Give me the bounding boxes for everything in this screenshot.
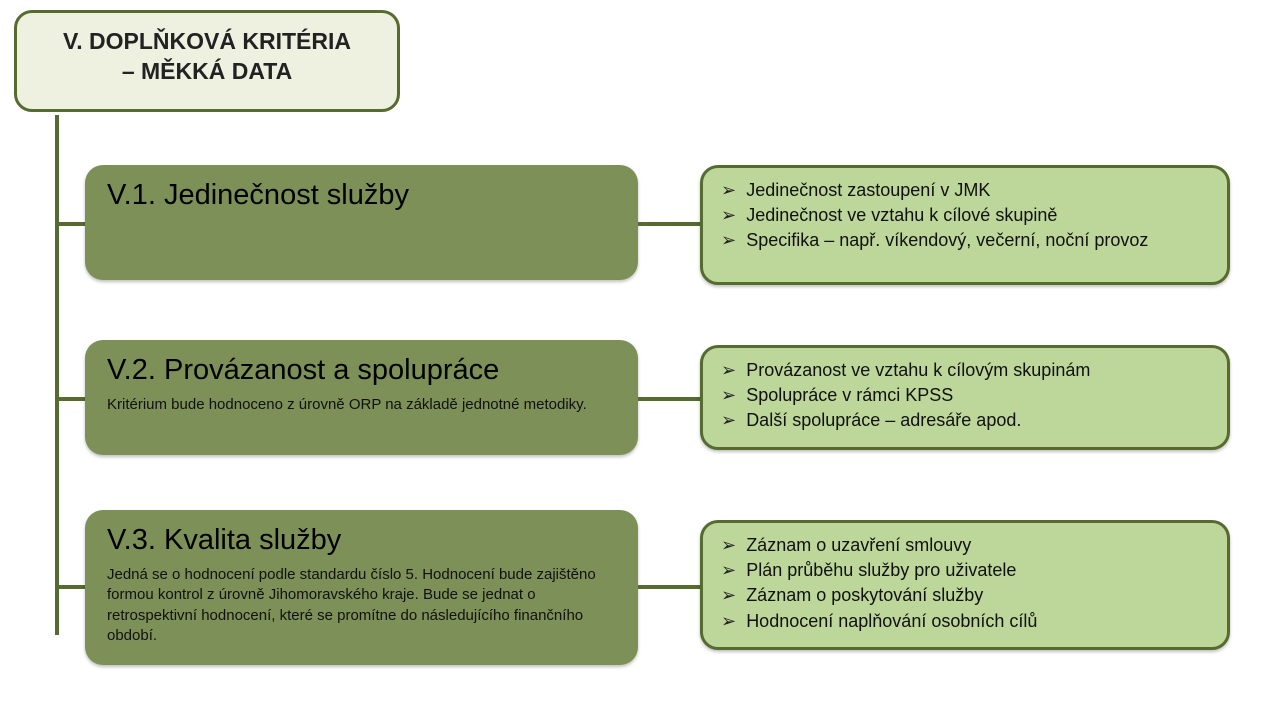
main-desc-v2: Kritérium bude hodnoceno z úrovně ORP na…: [107, 395, 616, 415]
main-box-v1: V.1. Jedinečnost služby: [85, 165, 638, 280]
branch-connector-v2: [55, 397, 85, 401]
mid-connector-v3: [638, 585, 700, 589]
detail-list-v3: Záznam o uzavření smlouvyPlán průběhu sl…: [721, 533, 1213, 634]
branch-connector-v3: [55, 585, 85, 589]
main-title-v3: V.3. Kvalita služby: [107, 524, 616, 557]
header-box: V. DOPLŇKOVÁ KRITÉRIA – MĚKKÁ DATA: [14, 10, 400, 112]
detail-item-v2-1: Spolupráce v rámci KPSS: [721, 383, 1213, 408]
main-desc-v3: Jedná se o hodnocení podle standardu čís…: [107, 565, 616, 646]
detail-item-v1-0: Jedinečnost zastoupení v JMK: [721, 178, 1213, 203]
header-line1: V. DOPLŇKOVÁ KRITÉRIA: [63, 28, 351, 54]
detail-item-v2-0: Provázanost ve vztahu k cílovým skupinám: [721, 358, 1213, 383]
branch-connector-v1: [55, 222, 85, 226]
mid-connector-v2: [638, 397, 700, 401]
detail-item-v3-0: Záznam o uzavření smlouvy: [721, 533, 1213, 558]
detail-item-v3-1: Plán průběhu služby pro uživatele: [721, 558, 1213, 583]
main-title-v2: V.2. Provázanost a spolupráce: [107, 354, 616, 387]
detail-box-v2: Provázanost ve vztahu k cílovým skupinám…: [700, 345, 1230, 450]
main-box-v2: V.2. Provázanost a spolupráce Kritérium b…: [85, 340, 638, 455]
detail-item-v3-3: Hodnocení naplňování osobních cílů: [721, 609, 1213, 634]
detail-item-v3-2: Záznam o poskytování služby: [721, 583, 1213, 608]
mid-connector-v1: [638, 222, 700, 226]
detail-item-v2-2: Další spolupráce – adresáře apod.: [721, 408, 1213, 433]
main-title-v1: V.1. Jedinečnost služby: [107, 179, 616, 212]
detail-box-v1: Jedinečnost zastoupení v JMKJedinečnost …: [700, 165, 1230, 285]
detail-item-v1-1: Jedinečnost ve vztahu k cílové skupině: [721, 203, 1213, 228]
detail-box-v3: Záznam o uzavření smlouvyPlán průběhu sl…: [700, 520, 1230, 650]
detail-list-v2: Provázanost ve vztahu k cílovým skupinám…: [721, 358, 1213, 434]
tree-trunk-connector: [55, 115, 59, 635]
detail-item-v1-2: Specifika – např. víkendový, večerní, no…: [721, 228, 1213, 253]
detail-list-v1: Jedinečnost zastoupení v JMKJedinečnost …: [721, 178, 1213, 254]
main-box-v3: V.3. Kvalita služby Jedná se o hodnocení …: [85, 510, 638, 665]
header-line2: – MĚKKÁ DATA: [122, 58, 292, 84]
